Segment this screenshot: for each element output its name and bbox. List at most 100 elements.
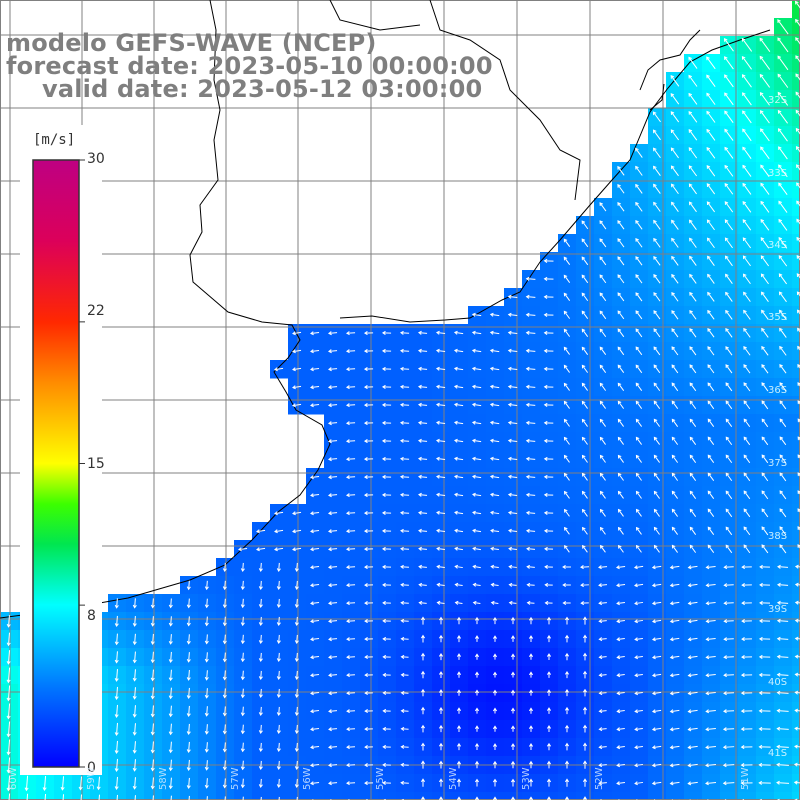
wind-arrow: [399, 366, 410, 371]
wind-arrow: [294, 778, 299, 788]
wind-arrow: [400, 708, 409, 713]
wind-arrow: [635, 382, 643, 392]
wind-arrow: [725, 400, 733, 410]
wind-arrow: [617, 165, 625, 176]
wind-arrow: [399, 420, 410, 425]
colorbar-unit: [m/s]: [33, 132, 76, 148]
wind-arrow: [795, 91, 800, 99]
wind-arrow: [382, 744, 391, 749]
wind-arrow: [707, 508, 715, 518]
wind-speed-cell: [360, 792, 379, 800]
wind-arrow: [778, 273, 788, 285]
wind-arrow: [222, 706, 227, 717]
wind-arrow: [725, 273, 733, 284]
wind-arrow: [776, 672, 789, 677]
wind-speed-cell: [216, 792, 235, 800]
wind-arrow: [651, 781, 662, 786]
wind-arrow: [150, 705, 155, 718]
wind-arrow: [364, 565, 374, 570]
wind-arrow: [258, 724, 263, 734]
wind-arrow: [653, 400, 661, 409]
wind-arrow: [6, 739, 11, 756]
wind-arrow: [381, 510, 392, 515]
wind-arrow: [581, 490, 588, 499]
wind-arrow: [276, 580, 281, 590]
wind-speed-cell: [792, 486, 800, 505]
wind-arrow: [707, 454, 715, 464]
wind-arrow: [777, 55, 789, 71]
wind-arrow: [723, 565, 734, 570]
wind-arrow: [8, 793, 11, 800]
wind-arrow: [793, 780, 800, 785]
wind-arrow: [364, 673, 373, 678]
wind-arrow: [778, 255, 788, 267]
lat-label-33s: 33S: [768, 168, 788, 179]
wind-arrow: [725, 472, 733, 482]
wind-arrow: [490, 600, 499, 605]
wind-arrow: [687, 565, 698, 570]
wind-arrow: [779, 436, 787, 446]
wind-speed-cell: [792, 558, 800, 577]
wind-arrow: [489, 474, 500, 479]
wind-arrow: [528, 616, 534, 625]
wind-arrow: [722, 781, 735, 786]
wind-arrow: [546, 653, 552, 660]
wind-arrow: [795, 18, 800, 27]
wind-arrow: [741, 601, 752, 606]
wind-arrow: [687, 709, 698, 714]
wind-arrow: [224, 796, 226, 800]
wind-arrow: [706, 146, 716, 159]
wind-arrow: [688, 56, 698, 69]
wind-arrow: [635, 400, 643, 409]
wind-arrow: [671, 346, 679, 356]
wind-arrow: [132, 687, 137, 700]
wind-arrow: [688, 147, 698, 159]
wind-arrow: [759, 91, 770, 106]
wind-arrow: [507, 510, 518, 515]
wind-arrow: [186, 723, 191, 735]
wind-arrow: [310, 709, 320, 714]
wind-arrow: [796, 218, 800, 225]
wind-arrow: [510, 707, 516, 714]
wind-speed-cell: [792, 54, 800, 73]
wind-arrow: [240, 670, 245, 681]
wind-arrow: [563, 472, 570, 481]
wind-arrow: [114, 598, 119, 609]
wind-speed-cell: [792, 792, 800, 800]
wind-arrow: [724, 237, 733, 249]
wind-arrow: [80, 794, 83, 800]
wind-arrow: [669, 601, 680, 606]
wind-arrow: [471, 312, 482, 317]
wind-arrow: [240, 724, 245, 735]
wind-arrow: [418, 600, 427, 605]
wind-arrow: [581, 472, 588, 481]
wind-arrow: [525, 384, 536, 389]
wind-arrow: [563, 238, 571, 248]
wind-arrow: [760, 237, 770, 249]
wind-arrow: [294, 598, 299, 608]
wind-arrow: [724, 56, 734, 70]
lat-label-41s: 41S: [768, 748, 788, 759]
wind-arrow: [258, 778, 263, 788]
wind-arrow: [492, 743, 498, 750]
wind-arrow: [274, 547, 284, 552]
wind-arrow: [599, 274, 607, 284]
wind-arrow: [778, 164, 788, 178]
wind-arrow: [670, 93, 680, 105]
wind-arrow: [222, 742, 227, 753]
wind-arrow: [651, 763, 662, 768]
wind-arrow: [489, 438, 500, 443]
wind-arrow: [794, 600, 800, 605]
wind-arrow: [722, 745, 735, 750]
wind-arrow: [635, 292, 643, 302]
wind-arrow: [742, 237, 752, 249]
wind-arrow: [274, 529, 284, 534]
wind-arrow: [705, 691, 716, 696]
wind-arrow: [671, 382, 679, 392]
lon-label-53w: 53W: [521, 767, 532, 790]
wind-arrow: [134, 795, 136, 800]
wind-arrow: [618, 544, 624, 553]
wind-arrow: [381, 384, 392, 389]
wind-arrow: [256, 547, 266, 552]
